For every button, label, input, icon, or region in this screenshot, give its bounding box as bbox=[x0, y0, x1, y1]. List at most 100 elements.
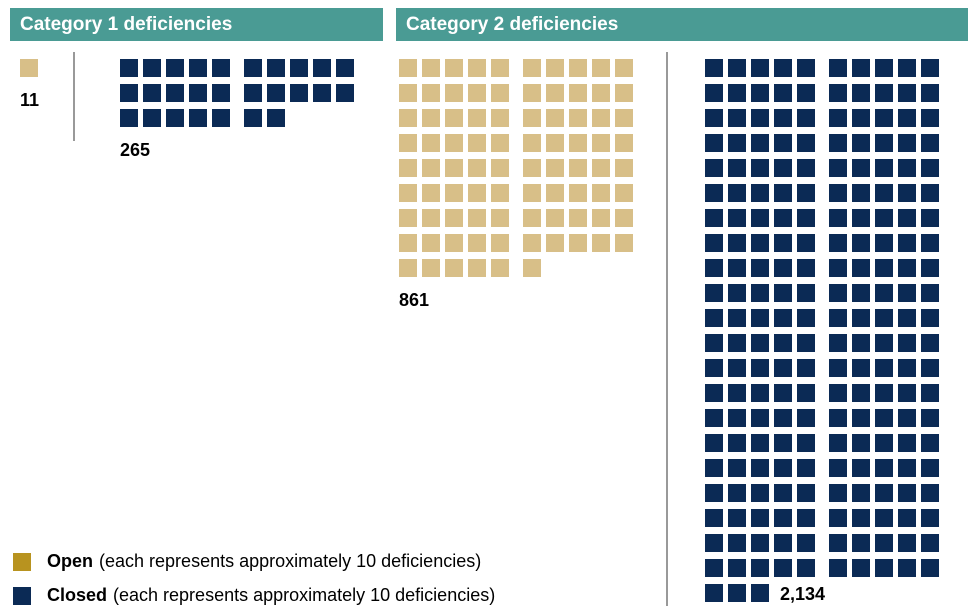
waffle-square bbox=[774, 559, 792, 577]
waffle-square bbox=[189, 84, 207, 102]
waffle-square bbox=[898, 509, 916, 527]
waffle-square bbox=[523, 134, 541, 152]
waffle-square bbox=[399, 134, 417, 152]
waffle-square bbox=[212, 59, 230, 77]
waffle-square bbox=[797, 134, 815, 152]
waffle-square bbox=[751, 459, 769, 477]
waffle-square bbox=[898, 359, 916, 377]
waffle-square bbox=[728, 484, 746, 502]
waffle-square bbox=[615, 234, 633, 252]
waffle-square bbox=[829, 209, 847, 227]
waffle-square bbox=[705, 409, 723, 427]
waffle-square bbox=[797, 434, 815, 452]
waffle-square bbox=[829, 534, 847, 552]
waffle-square bbox=[728, 309, 746, 327]
waffle-square bbox=[728, 159, 746, 177]
waffle-square bbox=[751, 309, 769, 327]
waffle-square bbox=[751, 484, 769, 502]
waffle-square bbox=[875, 484, 893, 502]
waffle-square bbox=[399, 109, 417, 127]
waffle-square bbox=[751, 584, 769, 602]
waffle-square bbox=[546, 184, 564, 202]
waffle-square bbox=[829, 234, 847, 252]
waffle-square bbox=[875, 259, 893, 277]
waffle-square bbox=[569, 109, 587, 127]
waffle-square bbox=[399, 159, 417, 177]
waffle-square bbox=[468, 234, 486, 252]
waffle-square bbox=[569, 209, 587, 227]
waffle-square bbox=[290, 84, 308, 102]
waffle-square bbox=[875, 84, 893, 102]
waffle-square bbox=[898, 334, 916, 352]
waffle-square bbox=[875, 184, 893, 202]
waffle-square bbox=[751, 84, 769, 102]
waffle-square bbox=[445, 159, 463, 177]
waffle-square bbox=[829, 284, 847, 302]
waffle-square bbox=[523, 109, 541, 127]
waffle-square bbox=[569, 59, 587, 77]
waffle-square bbox=[797, 534, 815, 552]
waffle-square bbox=[898, 409, 916, 427]
waffle-square bbox=[875, 159, 893, 177]
waffle-square bbox=[705, 559, 723, 577]
waffle-square bbox=[921, 509, 939, 527]
waffle-square bbox=[445, 259, 463, 277]
waffle-square bbox=[852, 384, 870, 402]
waffle-square bbox=[898, 459, 916, 477]
waffle-square bbox=[399, 209, 417, 227]
waffle-square bbox=[290, 59, 308, 77]
waffle-square bbox=[705, 509, 723, 527]
waffle-square bbox=[875, 334, 893, 352]
waffle-square bbox=[546, 209, 564, 227]
waffle-square bbox=[336, 84, 354, 102]
waffle-square bbox=[422, 259, 440, 277]
legend-note: (each represents approximately 10 defici… bbox=[113, 585, 495, 605]
value-label: 861 bbox=[399, 290, 429, 310]
waffle-square bbox=[523, 59, 541, 77]
waffle-square bbox=[728, 59, 746, 77]
waffle-square bbox=[491, 159, 509, 177]
waffle-square bbox=[592, 59, 610, 77]
waffle-square bbox=[212, 84, 230, 102]
waffle-square bbox=[399, 184, 417, 202]
waffle-square bbox=[898, 234, 916, 252]
waffle-square bbox=[705, 134, 723, 152]
waffle-square bbox=[852, 234, 870, 252]
waffle-square bbox=[751, 109, 769, 127]
waffle-square bbox=[166, 109, 184, 127]
waffle-square bbox=[615, 134, 633, 152]
waffle-square bbox=[491, 84, 509, 102]
waffle-square bbox=[852, 109, 870, 127]
legend-note: (each represents approximately 10 defici… bbox=[99, 551, 481, 571]
waffle-square bbox=[705, 359, 723, 377]
waffle-square bbox=[829, 84, 847, 102]
waffle-square bbox=[569, 234, 587, 252]
waffle-square bbox=[422, 134, 440, 152]
waffle-square bbox=[774, 434, 792, 452]
waffle-square bbox=[797, 484, 815, 502]
waffle-square bbox=[797, 309, 815, 327]
waffle-square bbox=[875, 234, 893, 252]
waffle-square bbox=[774, 284, 792, 302]
waffle-square bbox=[774, 384, 792, 402]
waffle-square bbox=[797, 359, 815, 377]
waffle-square bbox=[313, 84, 331, 102]
waffle-square bbox=[728, 409, 746, 427]
waffle-square bbox=[829, 134, 847, 152]
waffle-square bbox=[705, 209, 723, 227]
waffle-square bbox=[422, 59, 440, 77]
waffle-square bbox=[244, 59, 262, 77]
waffle-square bbox=[797, 384, 815, 402]
waffle-square bbox=[921, 109, 939, 127]
legend-entry: Open (each represents approximately 10 de… bbox=[47, 551, 481, 571]
waffle-square bbox=[399, 84, 417, 102]
waffle-square bbox=[797, 109, 815, 127]
waffle-square bbox=[852, 534, 870, 552]
waffle-square bbox=[705, 434, 723, 452]
waffle-square bbox=[422, 159, 440, 177]
waffle-square bbox=[244, 109, 262, 127]
waffle-square bbox=[898, 434, 916, 452]
waffle-square bbox=[267, 84, 285, 102]
waffle-square bbox=[829, 259, 847, 277]
waffle-square bbox=[829, 434, 847, 452]
